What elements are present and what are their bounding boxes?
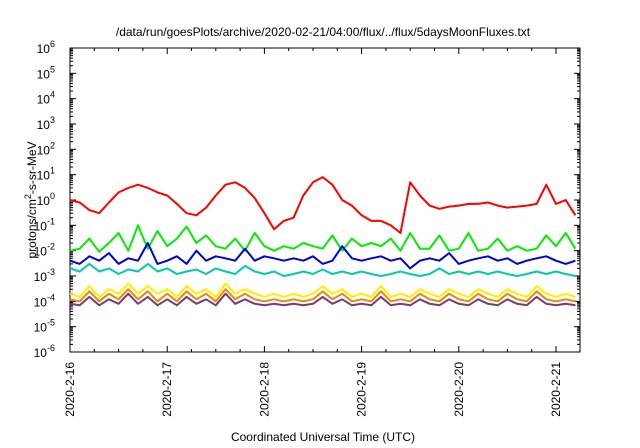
y-tick-base: 10 <box>34 295 48 309</box>
y-tick-exponent: 1 <box>50 166 55 176</box>
y-tick-label: 106 <box>37 39 55 56</box>
y-tick-base: 10 <box>37 42 51 56</box>
y-tick-exponent: -6 <box>47 343 55 353</box>
y-tick-label: 10-6 <box>34 343 55 360</box>
y-tick-exponent: -5 <box>47 318 55 328</box>
y-tick-base: 10 <box>34 245 48 259</box>
series-line-0 <box>69 176 577 234</box>
chart-title: /data/run/goesPlots/archive/2020-02-21/0… <box>116 25 531 39</box>
y-tick-label: 103 <box>37 115 55 132</box>
y-tick-base: 10 <box>37 169 51 183</box>
y-tick-exponent: 6 <box>50 39 55 49</box>
y-tick-exponent: 3 <box>50 115 55 125</box>
y-tick-base: 10 <box>37 118 51 132</box>
x-tick-label: 2020-2-16 <box>63 362 77 417</box>
x-tick-label: 2020-2-20 <box>452 362 466 417</box>
y-tick-exponent: 5 <box>50 64 55 74</box>
y-tick-base: 10 <box>34 219 48 233</box>
y-tick-base: 10 <box>37 194 51 208</box>
series-line-6 <box>69 292 576 307</box>
plot-frame <box>69 47 581 353</box>
y-tick-exponent: -2 <box>47 242 55 252</box>
y-tick-label: 102 <box>37 140 55 157</box>
y-tick-label: 10-1 <box>34 216 55 233</box>
y-tick-label: 104 <box>37 90 55 107</box>
y-tick-exponent: 2 <box>50 140 55 150</box>
y-axis-label-suffix: -s-sr-MeV <box>25 141 39 194</box>
y-tick-base: 10 <box>34 346 48 360</box>
plot-area: 10-610-510-410-310-210-11001011021031041… <box>34 39 581 417</box>
series-line-1 <box>69 224 577 253</box>
y-tick-base: 10 <box>37 93 51 107</box>
y-tick-exponent: 0 <box>50 191 55 201</box>
x-tick-label: 2020-2-17 <box>160 362 174 417</box>
y-tick-label: 10-2 <box>34 242 55 259</box>
y-tick-label: 10-5 <box>34 318 55 335</box>
y-tick-base: 10 <box>37 67 51 81</box>
x-tick-label: 2020-2-18 <box>257 362 271 417</box>
y-tick-label: 101 <box>37 166 55 183</box>
y-tick-exponent: -3 <box>47 267 55 277</box>
y-tick-base: 10 <box>37 143 51 157</box>
y-tick-base: 10 <box>34 270 48 284</box>
x-tick-label: 2020-2-19 <box>355 362 369 417</box>
x-axis-label: Coordinated Universal Time (UTC) <box>231 430 415 444</box>
series-line-3 <box>69 262 576 277</box>
y-tick-exponent: -4 <box>47 292 55 302</box>
series-line-2 <box>69 242 576 270</box>
series-line-5 <box>69 288 576 303</box>
y-tick-label: 100 <box>37 191 55 208</box>
series-line-4 <box>69 282 576 298</box>
y-tick-exponent: 4 <box>50 90 55 100</box>
y-axis-label-superscript: 2 <box>23 194 33 199</box>
y-axis-label: protons/cm2-s-sr-MeV <box>23 141 39 258</box>
y-axis-label-prefix: protons/cm <box>25 199 39 258</box>
x-tick-label: 2020-2-21 <box>549 362 563 417</box>
y-tick-label: 10-4 <box>34 292 55 309</box>
y-tick-label: 105 <box>37 64 55 81</box>
y-tick-label: 10-3 <box>34 267 55 284</box>
y-tick-exponent: -1 <box>47 216 55 226</box>
y-tick-base: 10 <box>34 321 48 335</box>
